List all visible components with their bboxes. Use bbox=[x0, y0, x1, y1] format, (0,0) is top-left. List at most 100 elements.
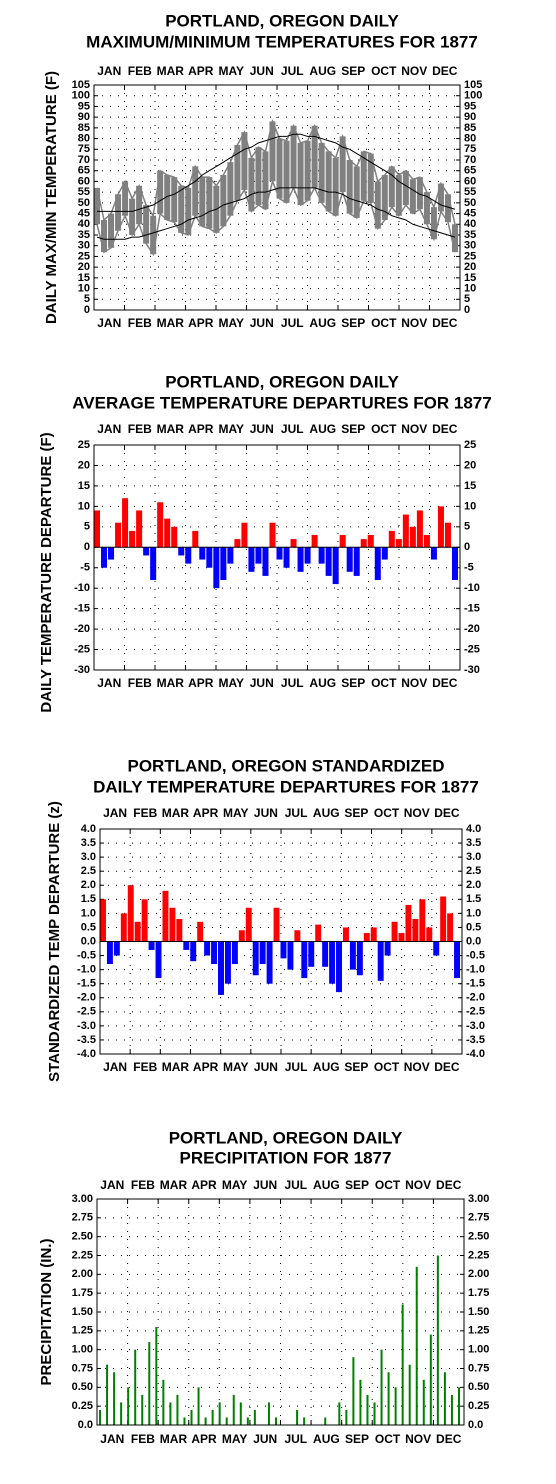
month-label: FEB bbox=[128, 422, 152, 436]
month-label: JUL bbox=[281, 316, 304, 330]
month-label: JAN bbox=[103, 1060, 127, 1074]
y-axis-label: DAILY TEMPERATURE DEPARTURE (F) bbox=[38, 432, 55, 712]
y-tick-label: -10 bbox=[74, 582, 90, 594]
y-tick-label: 0.0 bbox=[81, 935, 96, 947]
month-label: MAY bbox=[223, 1060, 249, 1074]
y-tick-label: 45 bbox=[464, 207, 476, 219]
bar bbox=[211, 941, 218, 964]
bar bbox=[241, 522, 248, 548]
bar bbox=[232, 1394, 235, 1425]
bar bbox=[329, 941, 336, 984]
bar bbox=[419, 899, 426, 942]
y-tick-label: 15 bbox=[464, 480, 476, 492]
bar bbox=[171, 526, 178, 548]
y-tick-label: 1.50 bbox=[72, 1306, 93, 1318]
bar bbox=[248, 547, 255, 572]
bar bbox=[204, 941, 211, 956]
bar bbox=[218, 941, 224, 995]
bar bbox=[374, 547, 381, 580]
y-tick-label: -4.0 bbox=[466, 1048, 485, 1060]
bar bbox=[356, 941, 363, 976]
y-tick-label: 3.00 bbox=[72, 1193, 93, 1205]
bar bbox=[346, 547, 353, 572]
y-tick-label: 10 bbox=[78, 282, 90, 294]
month-label: NOV bbox=[405, 1432, 431, 1446]
plot-frame bbox=[96, 1198, 465, 1426]
bar bbox=[169, 1402, 172, 1425]
month-label: JUL bbox=[281, 422, 304, 436]
month-label: AUG bbox=[309, 64, 336, 78]
month-label: FEB bbox=[131, 1178, 155, 1192]
bar bbox=[234, 539, 241, 548]
bar bbox=[415, 1266, 418, 1425]
bar bbox=[155, 941, 162, 979]
y-tick-label: 95 bbox=[78, 100, 90, 112]
month-label: JUL bbox=[285, 1060, 308, 1074]
bar bbox=[436, 1255, 439, 1425]
y-tick-label: 5 bbox=[84, 521, 90, 533]
y-tick-label: 1.50 bbox=[468, 1306, 489, 1318]
month-label: JAN bbox=[97, 64, 121, 78]
bar bbox=[342, 927, 349, 942]
bar bbox=[231, 941, 238, 964]
y-tick-label: 1.5 bbox=[466, 893, 481, 905]
y-tick-label: 3.5 bbox=[466, 837, 481, 849]
y-tick-label: 5 bbox=[84, 293, 90, 305]
bar bbox=[183, 1417, 186, 1425]
bar bbox=[440, 896, 447, 942]
y-tick-label: 90 bbox=[464, 111, 476, 123]
bar bbox=[332, 547, 339, 585]
bar bbox=[197, 921, 204, 942]
bar bbox=[127, 885, 134, 942]
month-label: APR bbox=[193, 806, 219, 820]
y-tick-label: 60 bbox=[78, 175, 90, 187]
bar bbox=[377, 941, 384, 981]
bar bbox=[297, 547, 304, 572]
y-tick-label: 0.5 bbox=[81, 921, 96, 933]
y-tick-label: 70 bbox=[78, 154, 90, 166]
bar bbox=[430, 547, 437, 560]
month-label: OCT bbox=[371, 64, 397, 78]
y-tick-label: 70 bbox=[464, 154, 476, 166]
bar bbox=[381, 547, 388, 560]
month-label: JUN bbox=[250, 64, 274, 78]
month-label: JAN bbox=[97, 676, 121, 690]
bar bbox=[338, 1402, 341, 1425]
bar bbox=[401, 1304, 404, 1425]
y-tick-label: -25 bbox=[464, 643, 480, 655]
bar bbox=[122, 498, 129, 548]
month-label: MAY bbox=[218, 422, 244, 436]
y-tick-label: 0.50 bbox=[468, 1381, 489, 1393]
y-tick-label: 65 bbox=[78, 165, 90, 177]
bar bbox=[363, 933, 370, 942]
bar bbox=[276, 547, 283, 560]
bar bbox=[176, 919, 183, 942]
y-tick-label: -10 bbox=[464, 582, 480, 594]
y-tick-label: 0.0 bbox=[78, 1419, 93, 1431]
y-tick-label: 15 bbox=[78, 480, 90, 492]
month-label: SEP bbox=[344, 1060, 368, 1074]
y-tick-label: -3.0 bbox=[466, 1020, 485, 1032]
y-tick-label: 1.00 bbox=[468, 1344, 489, 1356]
bar bbox=[409, 526, 416, 548]
bar bbox=[308, 941, 315, 967]
month-label: FEB bbox=[131, 1432, 155, 1446]
bar bbox=[388, 530, 395, 548]
y-tick-label: -5 bbox=[80, 562, 90, 574]
y-tick-label: 50 bbox=[464, 197, 476, 209]
month-label: DEC bbox=[432, 422, 458, 436]
month-label: JUL bbox=[284, 1178, 307, 1192]
temp-trace bbox=[96, 118, 456, 225]
bar bbox=[192, 530, 199, 548]
y-tick-label: 1.75 bbox=[468, 1287, 489, 1299]
month-label: MAR bbox=[157, 64, 185, 78]
bar bbox=[141, 899, 148, 942]
y-tick-label: 15 bbox=[78, 272, 90, 284]
y-tick-label: 10 bbox=[464, 282, 476, 294]
month-label: NOV bbox=[401, 676, 427, 690]
month-label: FEB bbox=[133, 1060, 157, 1074]
bar bbox=[422, 1379, 425, 1425]
month-label: SEP bbox=[345, 1178, 369, 1192]
bar bbox=[405, 904, 412, 942]
